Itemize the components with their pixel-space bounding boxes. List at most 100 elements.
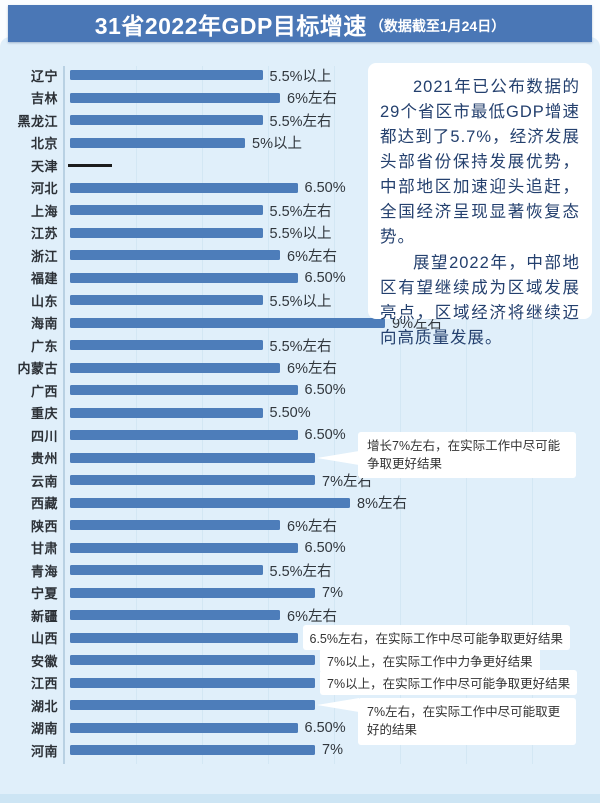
gridline: [466, 66, 467, 764]
page-subtitle: （数据截至1月24日）: [369, 17, 506, 34]
province-label: 天津: [30, 158, 58, 174]
value-label: 6%左右: [287, 361, 337, 378]
province-label: 辽宁: [30, 68, 58, 84]
bar: [70, 407, 263, 418]
value-label: 5.5%以上: [269, 293, 332, 310]
province-label: 西藏: [30, 496, 58, 512]
bar: [70, 610, 280, 621]
value-label: 5.5%左右: [269, 113, 332, 130]
province-label: 广西: [30, 383, 58, 399]
value-label: 7%以上，在实际工作中尽可能争取更好结果: [320, 670, 578, 696]
province-label: 云南: [30, 473, 58, 489]
bar: [70, 362, 280, 373]
bar: [70, 700, 315, 711]
bar: [70, 542, 298, 553]
value-label: 7%: [322, 742, 343, 759]
province-label: 贵州: [30, 451, 58, 467]
province-label: 北京: [30, 136, 58, 152]
chart-row-内蒙古: 内蒙古 6%左右: [0, 357, 600, 380]
bar-chart: 辽宁 5.5%以上 吉林 6%左右 黑龙江 5.5%左右 北京 5%以上 天津 河北 6.50% 上海…: [0, 64, 600, 762]
value-label: 5.5%左右: [269, 338, 332, 355]
bar: [70, 475, 315, 486]
province-label: 湖北: [30, 698, 58, 714]
value-label: 6%左右: [287, 518, 337, 535]
province-label: 黑龙江: [17, 113, 58, 129]
gridline: [400, 66, 401, 764]
province-label: 湖南: [30, 721, 58, 737]
value-label: 6.50%: [304, 269, 346, 286]
bar: [70, 137, 245, 148]
page-title: 31省2022年GDP目标增速: [94, 12, 367, 39]
chart-row-福建: 福建 6.50%: [0, 267, 600, 290]
bar: [70, 632, 298, 643]
chart-row-山东: 山东 5.5%以上: [0, 289, 600, 312]
chart-row-青海: 青海 5.5%左右: [0, 559, 600, 582]
chart-row-天津: 天津: [0, 154, 600, 177]
bar: [70, 182, 298, 193]
bar: [70, 272, 298, 283]
province-label: 吉林: [30, 91, 58, 107]
chart-row-重庆: 重庆 5.50%: [0, 402, 600, 425]
value-label: 5.5%以上: [269, 68, 332, 85]
value-label: 5.50%: [269, 404, 311, 421]
chart-row-贵州: 贵州: [0, 447, 600, 470]
bar: [70, 295, 263, 306]
value-label: 9%左右: [392, 316, 442, 333]
province-label: 山东: [30, 293, 58, 309]
callout-湖北: 7%左右，在实际工作中尽可能取更好的结果: [358, 698, 576, 745]
value-label: 6.5%左右，在实际工作中尽可能争取更好结果: [302, 625, 570, 651]
province-label: 陕西: [30, 518, 58, 534]
bar: [70, 497, 350, 508]
province-label: 四川: [30, 428, 58, 444]
chart-row-海南: 海南 9%左右: [0, 312, 600, 335]
value-label: 6%左右: [287, 608, 337, 625]
chart-row-陕西: 陕西 6%左右: [0, 514, 600, 537]
bar: [70, 70, 263, 81]
province-label: 新疆: [30, 608, 58, 624]
gridline: [532, 66, 533, 764]
chart-row-甘肃: 甘肃 6.50%: [0, 537, 600, 560]
bar: [70, 452, 315, 463]
value-label: 6.50%: [304, 539, 346, 556]
bottom-strip: [0, 794, 600, 803]
chart-row-北京: 北京 5%以上: [0, 132, 600, 155]
chart-row-新疆: 新疆 6%左右: [0, 604, 600, 627]
summary-paragraph-1: 2021年已公布数据的29个省区市最低GDP增速都达到了5.7%，经济发展头部省…: [380, 78, 580, 247]
province-label: 河北: [30, 181, 58, 197]
bar: [70, 587, 315, 598]
chart-row-河北: 河北 6.50%: [0, 177, 600, 200]
chart-row-黑龙江: 黑龙江 5.5%左右: [0, 109, 600, 132]
province-label: 河南: [30, 743, 58, 759]
chart-row-河南: 河南 7%: [0, 739, 600, 762]
province-label: 宁夏: [30, 586, 58, 602]
province-label: 重庆: [30, 406, 58, 422]
chart-row-湖北: 湖北: [0, 694, 600, 717]
chart-row-辽宁: 辽宁 5.5%以上: [0, 64, 600, 87]
chart-row-广西: 广西 6.50%: [0, 379, 600, 402]
value-label: 5.5%以上: [269, 226, 332, 243]
province-label: 上海: [30, 203, 58, 219]
bar: [70, 430, 298, 441]
value-label: 5%以上: [252, 136, 302, 153]
value-label: 6%左右: [287, 248, 337, 265]
chart-row-上海: 上海 5.5%左右: [0, 199, 600, 222]
bar: [70, 205, 263, 216]
province-label: 山西: [30, 631, 58, 647]
province-label: 青海: [30, 563, 58, 579]
bar: [70, 92, 280, 103]
callout-贵州: 增长7%左右，在实际工作中尽可能争取更好结果: [358, 431, 576, 478]
bar: [70, 745, 315, 756]
chart-row-浙江: 浙江 6%左右: [0, 244, 600, 267]
chart-row-湖南: 湖南 6.50%: [0, 717, 600, 740]
province-label: 广东: [30, 338, 58, 354]
province-label: 江西: [30, 676, 58, 692]
chart-row-江西: 江西 7%以上，在实际工作中尽可能争取更好结果: [0, 670, 600, 696]
summary-paragraph-2: 展望2022年，中部地区有望继续成为区域发展亮点，区域经济将继续迈向高质量发展。: [380, 253, 580, 347]
value-label: 7%: [322, 584, 343, 601]
bar: [70, 722, 298, 733]
callout-pointer: [317, 698, 359, 713]
bar: [70, 655, 315, 666]
province-label: 福建: [30, 271, 58, 287]
value-label: 7%以上，在实际工作中力争更好结果: [320, 647, 540, 673]
